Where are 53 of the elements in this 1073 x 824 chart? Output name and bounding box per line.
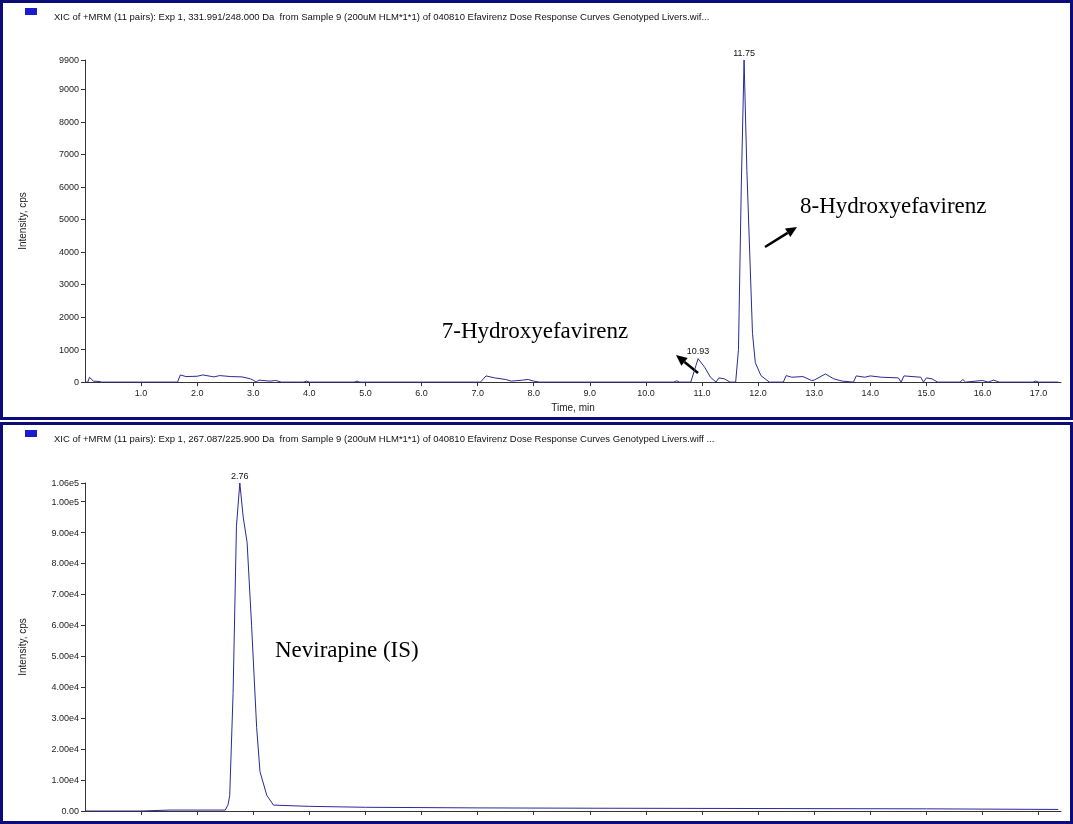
x-tick-label: 16.0: [973, 387, 992, 398]
x-tick-label: 11.0: [693, 387, 711, 398]
x-tick-label: 15.0: [917, 387, 936, 398]
y-tick-label: 6.00e4: [51, 620, 79, 631]
y-tick-label: 4000: [58, 246, 79, 257]
annotation: 8-Hydroxyefavirenz: [800, 192, 987, 218]
chart-title: XIC of +MRM (11 pairs): Exp 1, 331.991/248.000 Da from Sample 9 (200uM HLM*1*1) of 040810 Efavirenz Dose Response Curves Genotyped Livers.wif...: [54, 10, 710, 22]
x-tick-label: 5.0: [359, 387, 372, 398]
y-tick-label: 9000: [58, 84, 79, 95]
x-tick-label: 17.0: [1029, 387, 1048, 398]
chart-title: XIC of +MRM (11 pairs): Exp 1, 267.087/225.900 Da from Sample 9 (200uM HLM*1*1) of 040810 Efavirenz Dose Response Curves Genotyped Livers.wiff ...: [54, 432, 715, 444]
y-tick-label: 1000: [58, 344, 79, 355]
annotation: 2.76: [231, 470, 249, 481]
y-tick-label: 8.00e4: [51, 558, 79, 569]
line-series: [84, 59, 1059, 383]
x-tick-label: 6.0: [415, 387, 428, 398]
y-tick-label: 4.00e4: [51, 682, 79, 693]
y-tick-label: 5000: [58, 214, 79, 225]
x-tick-label: 8.0: [527, 387, 540, 398]
y-tick-label: 8000: [58, 116, 79, 127]
x-tick-label: 10.0: [637, 387, 655, 398]
annotation: 10.93: [686, 346, 710, 357]
y-tick-label: 9.00e4: [51, 527, 79, 538]
y-tick-label: 1.00e4: [51, 775, 79, 786]
x-tick-label: 14.0: [861, 387, 880, 398]
x-tick-label: 2.0: [190, 387, 204, 398]
y-tick-label: 7000: [58, 149, 79, 160]
line-series: [84, 482, 1059, 812]
y-tick-label: 1.00e5: [51, 496, 79, 507]
y-axis-title: Intensity, cps: [16, 192, 28, 250]
x-tick-label: 4.0: [303, 387, 316, 398]
y-tick-label: 3.00e4: [51, 713, 79, 724]
y-tick-label: 9900: [58, 55, 79, 65]
annotation: 11.75: [733, 47, 756, 58]
y-tick-label: 3000: [58, 279, 79, 290]
y-tick-label: 2000: [58, 312, 79, 323]
x-tick-label: 13.0: [805, 387, 823, 398]
y-tick-label: 6000: [58, 181, 79, 192]
y-tick-label: 2.00e4: [51, 744, 79, 755]
y-tick-label: 1.06e5: [51, 478, 79, 488]
x-tick-label: 3.0: [247, 387, 260, 398]
annotation: Nevirapine (IS): [275, 636, 419, 662]
annotation: 7-Hydroxyefavirenz: [441, 317, 629, 343]
y-axis-title: Intensity, cps: [16, 618, 28, 676]
x-tick-label: 7.0: [471, 387, 484, 398]
x-tick-label: 9.0: [583, 387, 597, 398]
y-tick-label: 0: [73, 377, 79, 388]
x-tick-label: 1.0: [134, 387, 148, 398]
x-tick-label: 12.0: [749, 387, 767, 398]
x-axis-title: Time, min: [551, 401, 595, 413]
y-tick-label: 0.00: [61, 806, 79, 816]
y-tick-label: 7.00e4: [51, 589, 79, 600]
y-tick-label: 5.00e4: [51, 651, 79, 662]
